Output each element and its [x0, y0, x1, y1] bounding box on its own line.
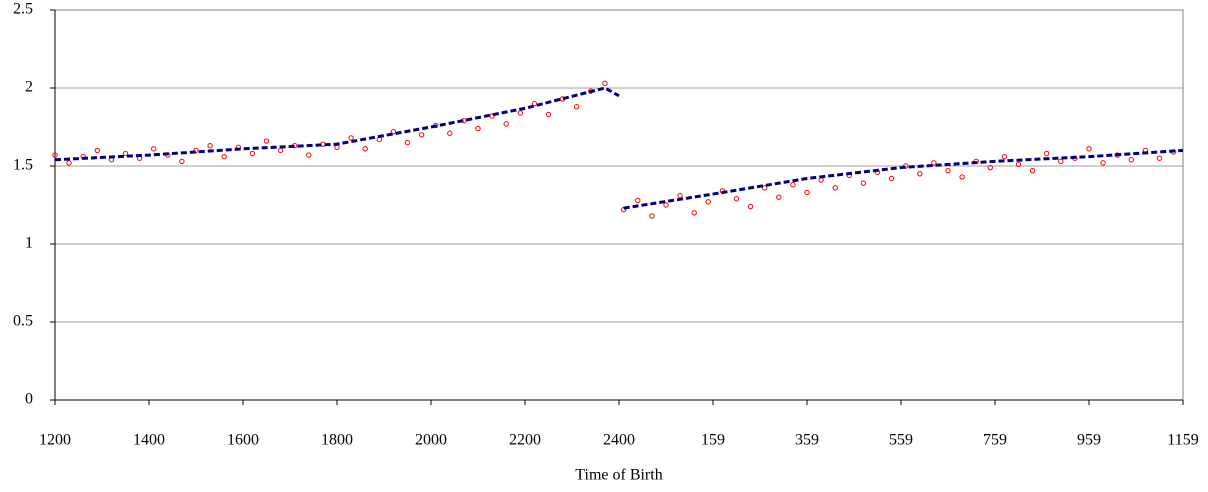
scatter-point — [635, 197, 641, 204]
scatter-point — [475, 125, 481, 132]
x-tick-label: 2200 — [509, 432, 541, 449]
scatter-point — [1086, 146, 1092, 152]
scatter-point — [1156, 155, 1163, 161]
y-tick-label: 2 — [25, 79, 33, 96]
y-tick-label: 0.5 — [13, 313, 33, 330]
scatter-point — [677, 192, 683, 199]
scatter-point — [306, 152, 312, 158]
scatter-point — [776, 194, 782, 200]
scatter-point — [94, 147, 101, 154]
x-tick-label: 1800 — [321, 432, 353, 449]
x-tick-label: 1200 — [39, 432, 71, 449]
scatter-point — [574, 104, 580, 110]
scatter-point — [348, 135, 354, 141]
x-tick-label: 1400 — [133, 432, 165, 449]
x-tick-label: 1159 — [1167, 432, 1198, 449]
y-tick-label: 2.5 — [13, 1, 33, 18]
scatter-point — [1001, 153, 1008, 160]
scatter-point — [263, 138, 270, 144]
scatter-point — [249, 150, 256, 157]
trend-line — [623, 148, 1184, 210]
scatter-point — [221, 153, 227, 160]
scatter-point — [602, 80, 608, 87]
x-tick-label: 559 — [889, 432, 913, 449]
scatter-point — [987, 164, 993, 171]
x-tick-label: 959 — [1077, 432, 1101, 449]
scatter-point — [1128, 157, 1135, 163]
x-tick-label: 2000 — [415, 432, 447, 449]
scatter-point — [503, 121, 509, 127]
scatter-point — [747, 203, 754, 210]
scatter-point — [418, 132, 425, 138]
scatter-point — [362, 146, 368, 152]
scatter-point — [277, 147, 284, 154]
x-tick-label: 2400 — [603, 432, 635, 449]
scatter-point — [959, 174, 965, 180]
scatter-point — [404, 139, 411, 146]
y-tick-label: 1 — [25, 235, 33, 252]
scatter-point — [207, 143, 213, 149]
scatter-point — [545, 111, 552, 118]
scatter-point — [66, 160, 72, 166]
scatter-point — [122, 150, 129, 157]
scatter-point — [1100, 160, 1106, 166]
x-tick-label: 359 — [795, 432, 819, 449]
trend-line — [54, 86, 620, 162]
scatter-point — [151, 146, 157, 152]
scatter-point — [390, 128, 397, 135]
scatter-point — [447, 130, 453, 136]
plot-frame — [54, 9, 1184, 401]
x-tick-label: 159 — [701, 432, 725, 449]
scatter-point — [1044, 150, 1050, 157]
scatter-point — [762, 185, 768, 191]
scatter-point — [790, 182, 796, 188]
scatter-point — [531, 100, 538, 107]
scatter-point — [1029, 167, 1036, 174]
scatter-point — [888, 175, 895, 182]
scatter-point — [945, 167, 951, 174]
y-tick-label: 0 — [25, 391, 33, 408]
scatter-point — [663, 202, 669, 208]
scatter-point — [832, 185, 838, 191]
scatter-point — [517, 110, 523, 116]
scatter-point — [733, 196, 740, 202]
y-tick-label: 1.5 — [13, 157, 33, 174]
scatter-point — [705, 199, 711, 205]
scatter-point — [1058, 158, 1064, 165]
scatter-point — [193, 147, 199, 154]
scatter-point — [691, 210, 697, 216]
scatter-point — [1015, 161, 1022, 168]
scatter-point — [804, 189, 810, 196]
scatter-point — [334, 144, 340, 150]
x-tick-label: 1600 — [227, 432, 259, 449]
scatter-point — [917, 171, 923, 177]
scatter-point — [931, 160, 937, 166]
scatter-point — [860, 180, 867, 186]
scatter-point — [52, 152, 58, 158]
scatter-point — [649, 213, 655, 219]
x-axis-title: Time of Birth — [575, 467, 662, 484]
x-tick-label: 759 — [983, 432, 1007, 449]
scatter-point — [179, 158, 185, 165]
